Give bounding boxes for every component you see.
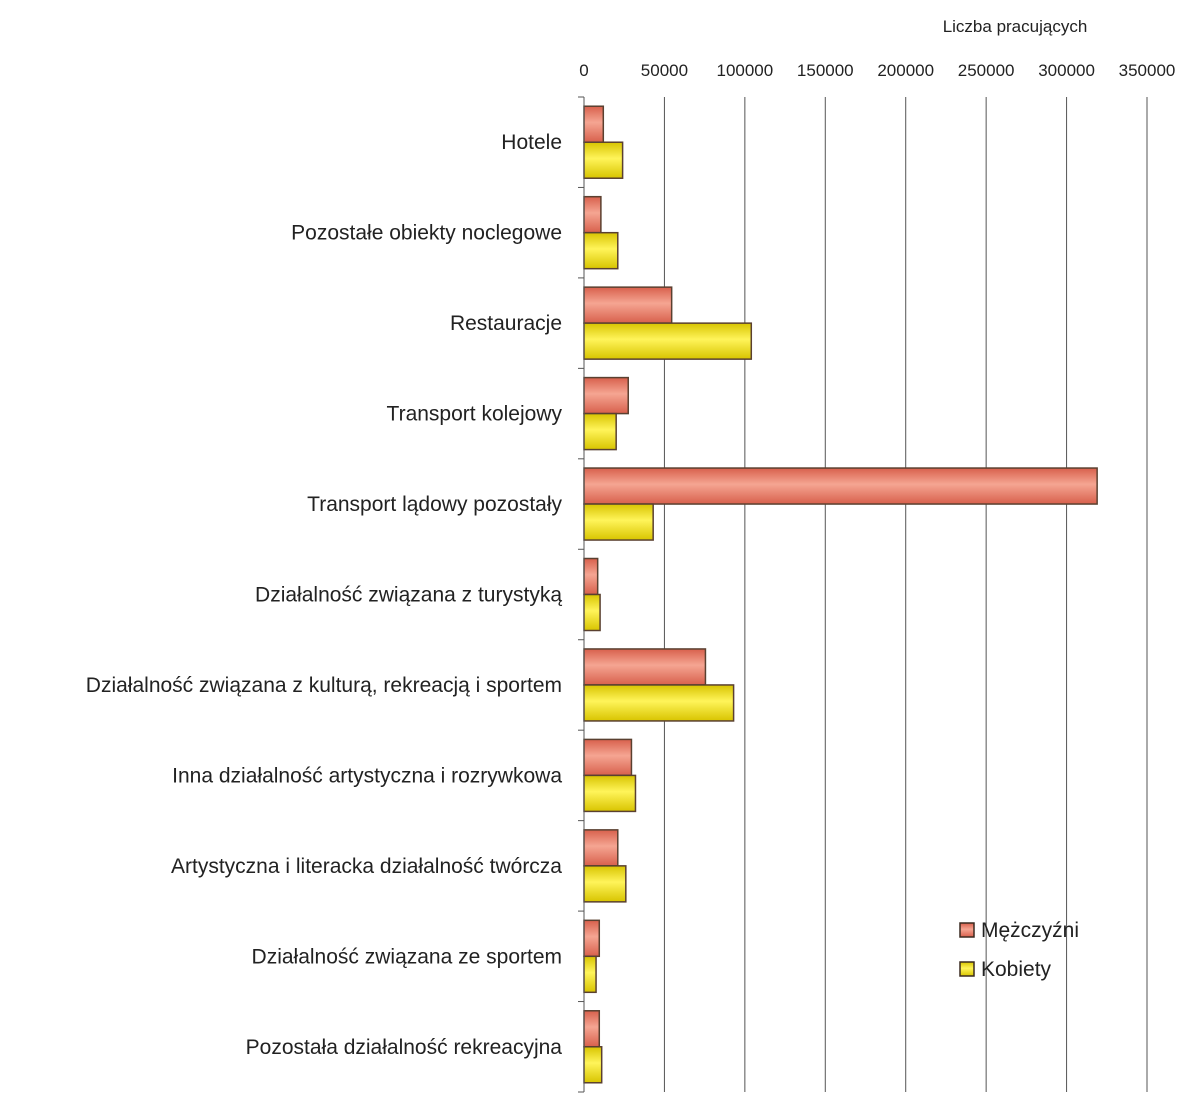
bars — [583, 105, 1098, 1084]
category-label: Transport lądowy pozostały — [307, 493, 562, 516]
x-tick-label: 250000 — [958, 61, 1015, 80]
bar-men — [583, 829, 619, 867]
x-axis-title: Liczba pracujących — [943, 17, 1088, 36]
bar-men — [583, 195, 602, 234]
bar-women — [583, 593, 601, 632]
bar-women — [583, 503, 654, 541]
bar-men — [583, 467, 1098, 505]
legend-label: Mężczyźni — [981, 919, 1079, 942]
bar-men — [583, 648, 707, 686]
bar-women — [583, 412, 617, 451]
bar-men — [583, 1010, 601, 1048]
x-tick-label: 350000 — [1119, 61, 1176, 80]
bar-women — [583, 865, 627, 903]
x-tick-label: 50000 — [641, 61, 688, 80]
category-label: Hotele — [501, 131, 562, 154]
category-label: Restauracje — [450, 312, 562, 335]
legend-label: Kobiety — [981, 958, 1052, 981]
bar-men — [583, 738, 633, 777]
category-labels: Hotele Pozostałe obiekty noclegowe Restaur… — [86, 131, 563, 1059]
bar-women — [583, 141, 624, 179]
bar-men — [583, 557, 599, 596]
x-tick-label: 100000 — [716, 61, 773, 80]
legend: Mężczyźni Kobiety — [959, 919, 1079, 981]
x-tick-label: 0 — [579, 61, 588, 80]
x-tick-label: 300000 — [1038, 61, 1095, 80]
category-label: Transport kolejowy — [387, 403, 563, 426]
category-label: Działalność związana z turystyką — [255, 584, 562, 607]
bar-men — [583, 286, 673, 324]
x-tick-label: 150000 — [797, 61, 854, 80]
bar-women — [583, 955, 597, 994]
bar-men — [583, 376, 629, 415]
legend-swatch — [959, 961, 975, 977]
category-label: Działalność związana ze sportem — [252, 945, 562, 968]
bar-men — [583, 105, 605, 143]
bar-women — [583, 684, 735, 722]
gridlines — [663, 97, 1148, 1092]
category-label: Pozostała działalność rekreacyjna — [246, 1036, 563, 1059]
bar-women — [583, 231, 619, 270]
category-label: Działalność związana z kulturą, rekreacj… — [86, 674, 562, 697]
y-axis — [578, 96, 585, 1093]
bar-men — [583, 919, 601, 958]
x-tick-label: 200000 — [877, 61, 934, 80]
category-label: Pozostałe obiekty noclegowe — [291, 222, 562, 245]
x-axis-ticks: 0 50000 100000 150000 200000 250000 300000 3500… — [579, 61, 1175, 80]
category-label: Inna działalność artystyczna i rozrywkow… — [172, 764, 562, 787]
bar-women — [583, 774, 637, 813]
legend-swatch — [959, 922, 975, 938]
category-label: Artystyczna i literacka działalność twór… — [171, 855, 562, 878]
bar-women — [583, 1046, 603, 1084]
bar-women — [583, 322, 753, 360]
